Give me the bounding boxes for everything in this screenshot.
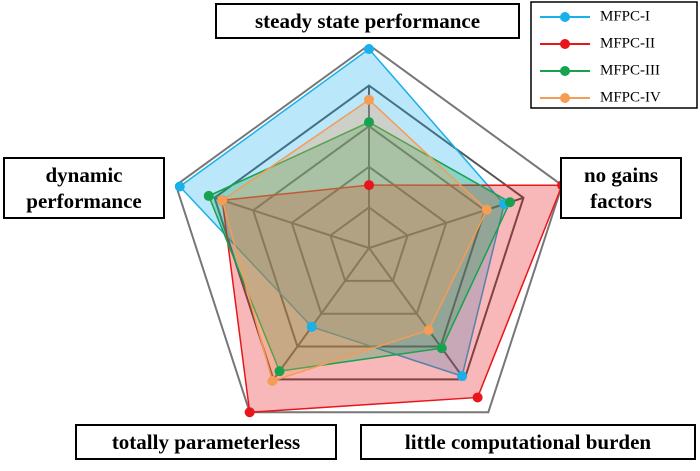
data-point <box>274 366 285 377</box>
data-point <box>217 195 228 206</box>
spoke <box>272 247 370 380</box>
axis-label: dynamic performance <box>3 157 165 219</box>
series-area <box>178 48 505 378</box>
grid-ring <box>213 84 525 381</box>
data-point <box>174 181 185 192</box>
axis-label: totally parameterless <box>75 424 337 460</box>
data-point <box>244 407 255 418</box>
data-point <box>203 190 214 201</box>
axis-label: no gains factors <box>560 157 682 219</box>
data-point <box>364 94 374 105</box>
spoke <box>368 196 524 249</box>
data-point <box>423 325 434 336</box>
data-point <box>364 180 374 191</box>
data-point <box>306 321 317 332</box>
data-point <box>504 197 515 208</box>
series-area <box>207 121 511 372</box>
legend-marker <box>560 66 570 76</box>
legend-marker <box>560 93 570 103</box>
grid-ring <box>329 206 409 282</box>
series-area <box>221 98 488 382</box>
data-point <box>457 371 468 382</box>
data-point <box>364 44 374 55</box>
legend-label: MFPC-III <box>600 62 660 78</box>
legend-marker <box>560 39 570 49</box>
legend-marker <box>560 12 570 22</box>
legend-box <box>530 1 698 109</box>
legend-label: MFPC-I <box>600 8 650 24</box>
spoke <box>214 196 370 249</box>
data-point <box>472 392 483 403</box>
data-point <box>436 343 447 354</box>
legend-label: MFPC-II <box>600 35 655 51</box>
data-point <box>267 376 278 387</box>
data-point <box>364 117 374 128</box>
axis-label: little computational burden <box>360 424 696 460</box>
data-point <box>481 204 492 215</box>
grid-ring <box>174 43 564 414</box>
spoke <box>368 247 466 380</box>
grid-ring <box>290 165 448 315</box>
series-area <box>221 184 564 414</box>
axis-label: steady state performance <box>215 3 520 39</box>
legend-label: MFPC-IV <box>600 89 661 105</box>
grid-ring <box>251 124 487 348</box>
